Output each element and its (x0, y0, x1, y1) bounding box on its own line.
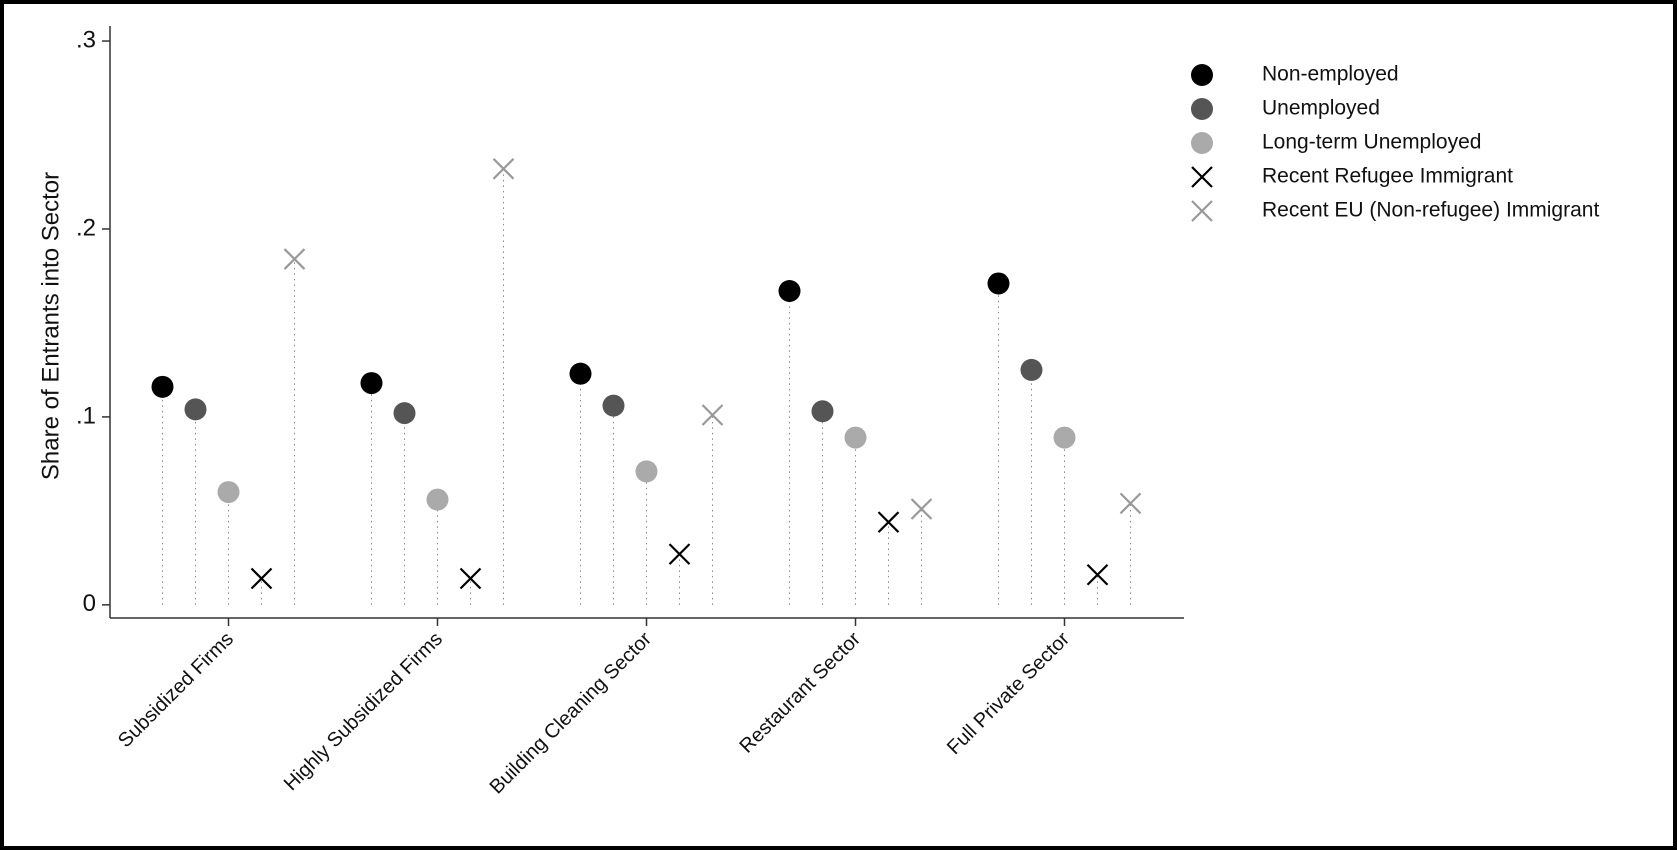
x-marker (1119, 492, 1142, 515)
x-marker (877, 511, 900, 533)
dot-marker (602, 394, 625, 417)
legend-marker (1191, 200, 1213, 222)
legend-label: Non-employed (1262, 63, 1399, 86)
dot-marker (778, 279, 801, 302)
y-tick-label: .1 (76, 402, 96, 429)
dot-marker (987, 272, 1010, 295)
dot-marker (393, 402, 416, 425)
dot-marker (360, 372, 383, 395)
dot-marker (844, 426, 867, 449)
legend-marker (1191, 132, 1213, 154)
dot-marker (635, 460, 658, 483)
x-marker (1086, 563, 1109, 586)
legend-marker (1191, 166, 1213, 188)
y-axis-label: Share of Entrants into Sector (37, 172, 64, 480)
dot-marker (1053, 426, 1076, 449)
x-marker (459, 567, 482, 590)
dot-marker (217, 481, 240, 504)
y-tick-label: .3 (76, 26, 96, 53)
x-marker (668, 543, 691, 565)
dot-marker (151, 375, 174, 398)
dot-marker (569, 362, 592, 385)
x-marker (250, 567, 273, 590)
legend-label: Long-term Unemployed (1262, 131, 1481, 154)
legend-label: Recent Refugee Immigrant (1262, 165, 1513, 188)
dot-marker (1020, 358, 1043, 381)
y-tick-label: 0 (83, 590, 96, 617)
dot-marker (426, 488, 449, 511)
dot-marker (811, 400, 834, 423)
dot-marker (184, 398, 207, 421)
legend-marker (1191, 64, 1213, 86)
legend-marker (1191, 98, 1213, 120)
legend-label: Recent EU (Non-refugee) Immigrant (1262, 199, 1599, 222)
y-tick-label: .2 (76, 214, 96, 241)
x-marker (283, 248, 306, 270)
x-marker (910, 498, 933, 520)
x-marker (492, 158, 515, 180)
legend-label: Unemployed (1262, 97, 1380, 120)
x-marker (701, 404, 724, 426)
